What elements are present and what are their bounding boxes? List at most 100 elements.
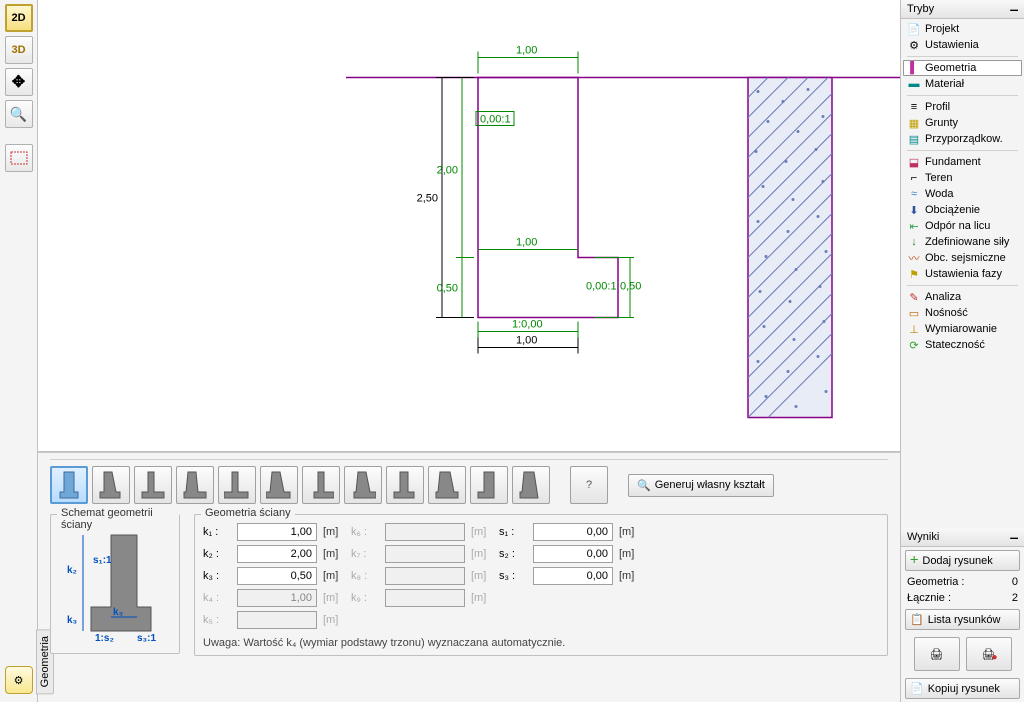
unit-k4: [m] [323, 592, 345, 604]
shape-9-button[interactable] [386, 466, 424, 504]
copy-icon: 📄 [910, 682, 924, 695]
modes-title: Tryby [907, 3, 934, 15]
view-3d-label: 3D [11, 44, 25, 56]
copy-drawing-button[interactable]: 📄 Kopiuj rysunek [905, 678, 1020, 699]
schema-group-label: Schemat geometrii ściany [57, 507, 179, 531]
shape-4-button[interactable] [176, 466, 214, 504]
shape-10-button[interactable] [428, 466, 466, 504]
tree-woda[interactable]: ≈Woda [903, 186, 1022, 202]
shape-6-button[interactable] [260, 466, 298, 504]
zoom-tool-button[interactable]: 🔍 [5, 100, 33, 128]
assign-icon: ▤ [907, 133, 921, 145]
tree-sily[interactable]: ↓Zdefiniowane siły [903, 234, 1022, 250]
unit-k9: [m] [471, 592, 493, 604]
input-k3[interactable] [237, 567, 317, 585]
tree-projekt[interactable]: 📄Projekt [903, 21, 1022, 37]
lbl-k9: k₉ : [351, 592, 379, 604]
drawing-canvas[interactable]: 1,00 2,50 2,00 0,50 0,00:1 1,00 0,00:1 [38, 0, 900, 452]
water-icon: ≈ [907, 188, 921, 200]
foundation-icon: ⬓ [907, 156, 921, 168]
dim-h050: 0,50 [437, 283, 458, 295]
input-s3[interactable] [533, 567, 613, 585]
dim-mid100: 1,00 [516, 237, 537, 249]
add-icon: 🞤 [910, 554, 918, 567]
print-button[interactable]: 🖨 [914, 637, 960, 671]
unit-s3: [m] [619, 570, 641, 582]
print-color-button[interactable]: 🖨● [966, 637, 1012, 671]
phase-icon: ⚑ [907, 268, 921, 280]
tree-material[interactable]: ▬Materiał [903, 76, 1022, 92]
input-s2[interactable] [533, 545, 613, 563]
tree-profil[interactable]: ≡Profil [903, 99, 1022, 115]
tree-odpor[interactable]: ⇤Odpór na licu [903, 218, 1022, 234]
lbl-k4: k₄ : [203, 592, 231, 604]
results-panel-header[interactable]: Wyniki ‒ [901, 528, 1024, 547]
input-k1[interactable] [237, 523, 317, 541]
resist-icon: ⇤ [907, 220, 921, 232]
modes-panel-header[interactable]: Tryby ‒ [901, 0, 1024, 19]
fit-view-icon [10, 151, 28, 165]
add-drawing-button[interactable]: 🞤 Dodaj rysunek [905, 550, 1020, 571]
note-text: Uwaga: Wartość k₄ (wymiar podstawy trzon… [203, 637, 879, 649]
input-k2[interactable] [237, 545, 317, 563]
shape-1-button[interactable] [50, 466, 88, 504]
shape-12-button[interactable] [512, 466, 550, 504]
geom-stat-val: 0 [1012, 576, 1018, 588]
minimize-results-icon[interactable]: ‒ [1010, 532, 1018, 542]
minimize-icon[interactable]: ‒ [1010, 4, 1018, 14]
input-k6 [385, 523, 465, 541]
unit-k1: [m] [323, 526, 345, 538]
unit-k7: [m] [471, 548, 493, 560]
input-s1[interactable] [533, 523, 613, 541]
shape-2-button[interactable] [92, 466, 130, 504]
material-icon: ▬ [907, 78, 921, 90]
magnify-icon: 🔍 [637, 479, 651, 492]
tree-ustfazy[interactable]: ⚑Ustawienia fazy [903, 266, 1022, 282]
tree-teren[interactable]: ⌐Teren [903, 170, 1022, 186]
analysis-icon: ✎ [907, 291, 921, 303]
lbl-s3: s₃ : [499, 570, 527, 582]
tree-statecz[interactable]: ⟳Stateczność [903, 337, 1022, 353]
dim-w050: 0,50 [620, 281, 641, 293]
tree-nosnosc[interactable]: ▭Nośność [903, 305, 1022, 321]
forces-icon: ↓ [907, 236, 921, 248]
list-drawings-button[interactable]: 📋 Lista rysunków [905, 609, 1020, 630]
stability-icon: ⟳ [907, 339, 921, 351]
svg-text:k₃: k₃ [67, 615, 78, 626]
tree-obciazenie[interactable]: ⬇Obciążenie [903, 202, 1022, 218]
gear-icon: ⚙ [14, 674, 24, 687]
fit-view-button[interactable] [5, 144, 33, 172]
tree-ustawienia[interactable]: ⚙Ustawienia [903, 37, 1022, 53]
bearing-icon: ▭ [907, 307, 921, 319]
view-3d-button[interactable]: 3D [5, 36, 33, 64]
shape-5-button[interactable] [218, 466, 256, 504]
input-k5 [237, 611, 317, 629]
tree-geometria[interactable]: ▌Geometria [903, 60, 1022, 76]
profile-icon: ≡ [907, 101, 921, 113]
shape-11-button[interactable] [470, 466, 508, 504]
printer-color-icon: 🖨● [982, 648, 996, 661]
help-shape-button[interactable]: ? [570, 466, 608, 504]
dim-bot-ratio: 1:0,00 [512, 319, 543, 331]
tree-grunty[interactable]: ▦Grunty [903, 115, 1022, 131]
printer-icon: 🖨 [930, 648, 944, 661]
shape-7-button[interactable] [302, 466, 340, 504]
lbl-k3: k₃ : [203, 570, 231, 582]
shape-8-button[interactable] [344, 466, 382, 504]
tree-wymiar[interactable]: ⊥Wymiarowanie [903, 321, 1022, 337]
modes-tree: 📄Projekt ⚙Ustawienia ▌Geometria ▬Materia… [901, 19, 1024, 355]
geom-stat-label: Geometria : [907, 576, 964, 588]
total-stat-label: Łącznie : [907, 592, 951, 604]
tree-analiza[interactable]: ✎Analiza [903, 289, 1022, 305]
tree-fundament[interactable]: ⬓Fundament [903, 154, 1022, 170]
view-2d-button[interactable]: 2D [5, 4, 33, 32]
shape-3-button[interactable] [134, 466, 172, 504]
lbl-k6: k₆ : [351, 526, 379, 538]
generate-shape-button[interactable]: 🔍 Generuj własny kształt [628, 474, 774, 497]
move-tool-button[interactable]: ✥ [5, 68, 33, 96]
tree-przyporz[interactable]: ▤Przyporządkow. [903, 131, 1022, 147]
tree-sejsm[interactable]: 〰Obc. sejsmiczne [903, 250, 1022, 266]
zoom-icon: 🔍 [10, 106, 27, 123]
settings-button[interactable]: ⚙ [5, 666, 33, 694]
svg-text:k₃: k₃ [113, 607, 124, 618]
